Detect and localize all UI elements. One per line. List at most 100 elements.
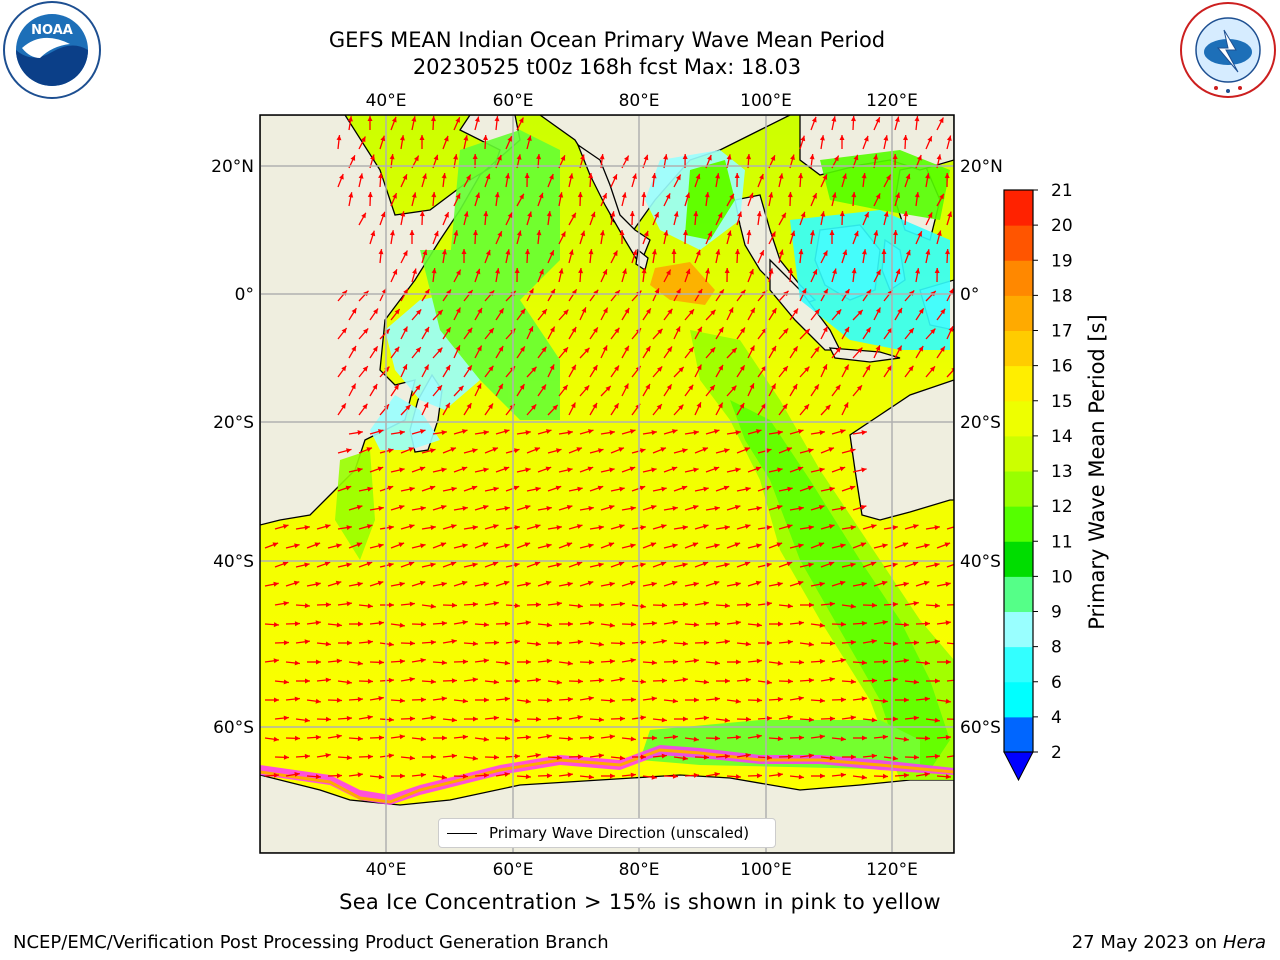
- wave-direction-arrow: [453, 620, 468, 625]
- wave-direction-arrow: [516, 430, 531, 436]
- wave-direction-arrow: [799, 525, 814, 531]
- wave-direction-arrow: [442, 447, 457, 454]
- wave-direction-arrow: [757, 448, 772, 454]
- wave-direction-arrow: [526, 677, 541, 683]
- wave-direction-arrow: [547, 485, 562, 492]
- wave-direction-arrow: [915, 307, 925, 321]
- wave-direction-arrow: [306, 774, 322, 780]
- wave-direction-arrow: [705, 543, 720, 549]
- wave-direction-arrow: [473, 229, 478, 245]
- wave-direction-arrow: [841, 448, 856, 454]
- wave-direction-arrow: [411, 346, 422, 359]
- wave-direction-arrow: [663, 193, 671, 207]
- colorbar: 2 4 6 8 9 10 11 12 13 14 15 16 17 18 19 20 21: [1003, 181, 1073, 782]
- wave-direction-arrow: [684, 622, 700, 628]
- wave-direction-arrow: [568, 402, 576, 416]
- wave-direction-arrow: [705, 466, 720, 473]
- wave-direction-arrow: [474, 430, 489, 436]
- wave-direction-arrow: [621, 543, 636, 549]
- wave-direction-arrow: [579, 774, 594, 780]
- wave-direction-arrow: [285, 580, 300, 587]
- indonesia-cyan: [790, 210, 950, 350]
- wave-direction-arrow: [726, 774, 742, 780]
- wave-direction-arrow: [904, 601, 919, 606]
- wave-direction-arrow: [610, 601, 625, 607]
- wave-direction-arrow: [778, 486, 793, 492]
- wave-direction-arrow: [516, 193, 525, 207]
- wave-direction-arrow: [852, 309, 864, 321]
- colorbar-segment: [1004, 576, 1033, 613]
- wave-direction-arrow: [736, 641, 751, 647]
- wave-direction-arrow: [599, 230, 605, 245]
- wave-direction-arrow: [621, 192, 627, 207]
- wave-direction-arrow: [495, 268, 500, 283]
- wave-direction-arrow: [831, 346, 842, 359]
- wave-direction-arrow: [474, 658, 489, 664]
- wave-direction-arrow: [411, 736, 426, 742]
- wave-direction-arrow: [684, 658, 699, 664]
- wave-direction-arrow: [463, 601, 479, 607]
- wave-direction-arrow: [568, 326, 577, 340]
- wave-direction-arrow: [841, 679, 857, 685]
- wave-direction-arrow: [705, 696, 720, 702]
- wave-direction-arrow: [778, 447, 793, 454]
- wave-direction-arrow: [610, 677, 625, 682]
- wave-direction-arrow: [589, 327, 599, 340]
- wave-direction-arrow: [600, 734, 615, 740]
- wave-direction-arrow: [358, 447, 373, 454]
- colorbar-segment: [1004, 260, 1033, 296]
- lon-label-bottom: 40°E: [366, 860, 407, 880]
- wave-direction-arrow: [610, 524, 625, 530]
- colorbar-title: Primary Wave Mean Period [s]: [1085, 314, 1109, 630]
- wave-direction-arrow: [852, 230, 859, 245]
- wave-direction-arrow: [610, 365, 620, 378]
- colorbar-segment: [1004, 506, 1033, 542]
- noaa-logo: NOAA: [3, 1, 101, 99]
- wave-direction-arrow: [484, 447, 499, 454]
- wave-direction-arrow: [673, 366, 685, 378]
- wave-direction-arrow: [694, 364, 702, 378]
- wave-direction-arrow: [915, 735, 931, 741]
- wave-direction-arrow: [903, 211, 909, 226]
- wave-direction-arrow: [736, 602, 752, 608]
- wave-direction-arrow: [516, 620, 531, 626]
- wave-direction-arrow: [316, 677, 331, 683]
- wave-direction-arrow: [400, 404, 411, 416]
- wave-direction-arrow: [726, 542, 741, 549]
- wave-direction-arrow: [789, 696, 804, 701]
- nws-logo: [1180, 2, 1276, 98]
- noaa-logo-text: NOAA: [31, 23, 73, 38]
- wave-direction-arrow: [453, 580, 468, 587]
- wave-direction-arrow: [673, 174, 682, 188]
- wave-direction-arrow: [431, 268, 437, 283]
- colorbar-tick-label: 19: [1051, 251, 1073, 271]
- lon-label-bottom: 100°E: [740, 860, 792, 880]
- wave-direction-arrow: [925, 717, 940, 723]
- wave-direction-arrow: [873, 620, 888, 625]
- wave-direction-arrow: [747, 622, 762, 628]
- wave-direction-arrow: [841, 639, 857, 645]
- wave-direction-arrow: [768, 696, 784, 702]
- wave-direction-arrow: [441, 249, 447, 264]
- wave-direction-arrow: [400, 601, 415, 607]
- wave-direction-arrow: [264, 736, 279, 742]
- wave-direction-arrow: [547, 326, 556, 340]
- wave-direction-arrow: [588, 172, 594, 188]
- wave-direction-arrow: [369, 580, 384, 587]
- wave-direction-arrow: [442, 602, 458, 608]
- wave-direction-arrow: [851, 192, 857, 207]
- wave-direction-arrow: [327, 543, 342, 549]
- wave-direction-arrow: [925, 525, 940, 531]
- wave-direction-arrow: [747, 192, 754, 207]
- wave-direction-arrow: [390, 734, 405, 740]
- wave-direction-arrow: [642, 774, 657, 780]
- wave-direction-arrow: [558, 430, 573, 436]
- wave-direction-arrow: [610, 211, 616, 226]
- wave-direction-arrow: [841, 562, 856, 568]
- wave-direction-arrow: [524, 172, 530, 188]
- wave-direction-arrow: [568, 249, 574, 264]
- wave-direction-arrow: [537, 658, 552, 664]
- wave-direction-arrow: [568, 364, 577, 378]
- wave-direction-arrow: [610, 716, 626, 722]
- wave-direction-arrow: [274, 640, 290, 646]
